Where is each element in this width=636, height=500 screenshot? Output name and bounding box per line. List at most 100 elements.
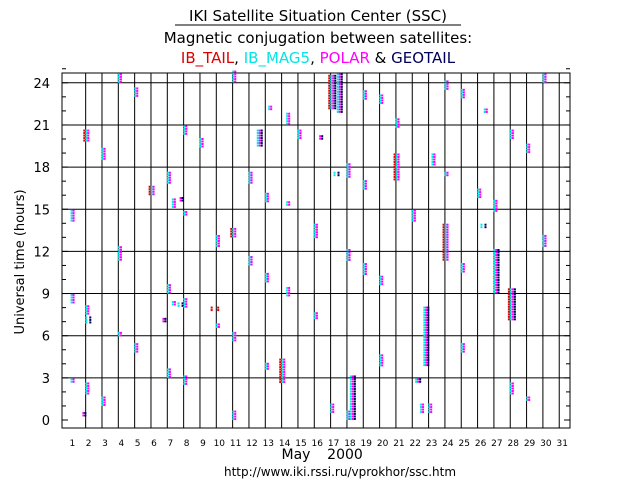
conjugation-event — [395, 118, 400, 128]
marker-mag — [349, 390, 352, 393]
marker-pol — [446, 233, 449, 236]
marker-mag — [483, 108, 486, 111]
marker-tail — [393, 165, 396, 168]
marker-geo — [321, 135, 324, 138]
marker-tail — [442, 246, 445, 249]
marker-pol — [364, 185, 367, 188]
marker-mag — [85, 129, 88, 132]
marker-pol — [446, 171, 449, 174]
marker-pol — [511, 315, 514, 318]
marker-pol — [103, 150, 106, 153]
marker-pol — [168, 289, 171, 292]
marker-mag — [313, 317, 316, 320]
marker-pol — [87, 392, 90, 395]
marker-pol — [299, 134, 302, 137]
marker-geo — [513, 290, 516, 293]
marker-pol — [351, 390, 354, 393]
x-tick-label: 22 — [410, 439, 421, 449]
marker-pol — [72, 214, 75, 217]
marker-mag — [493, 281, 496, 284]
conjugation-event — [101, 396, 106, 407]
marker-pol — [338, 100, 341, 103]
marker-tail — [507, 310, 510, 313]
marker-geo — [484, 226, 487, 229]
marker-tail — [507, 293, 510, 296]
marker-geo — [340, 75, 343, 78]
marker-mag — [232, 410, 235, 413]
marker-pol — [495, 286, 498, 289]
conjugation-event — [85, 382, 90, 395]
marker-pol — [511, 134, 514, 137]
marker-pol — [511, 308, 514, 311]
marker-mag — [444, 226, 447, 229]
marker-pol — [332, 82, 335, 85]
marker-pol — [217, 323, 220, 326]
marker-mag — [70, 298, 73, 301]
marker-geo — [427, 324, 430, 327]
marker-pol — [217, 237, 220, 240]
marker-pol — [495, 261, 498, 264]
marker-pol — [315, 312, 318, 315]
marker-pol — [173, 300, 176, 303]
marker-pol — [283, 376, 286, 379]
marker-mag — [150, 185, 153, 188]
marker-pol — [168, 375, 171, 378]
marker-geo — [334, 82, 337, 85]
marker-tail — [328, 99, 331, 102]
marker-pol — [511, 288, 514, 291]
conjugation-event — [362, 90, 367, 100]
marker-mag — [313, 226, 316, 229]
marker-pol — [332, 77, 335, 80]
marker-mag — [232, 232, 235, 235]
marker-mag — [349, 375, 352, 378]
marker-geo — [334, 87, 337, 90]
marker-pol — [511, 310, 514, 313]
marker-pol — [511, 132, 514, 135]
marker-mag — [183, 130, 186, 133]
marker-pol — [397, 158, 400, 161]
marker-pol — [87, 310, 90, 313]
marker-tail — [507, 295, 510, 298]
marker-pol — [495, 256, 498, 259]
marker-mag — [362, 95, 365, 98]
marker-pol — [103, 155, 106, 158]
conjugation-event — [420, 403, 425, 414]
marker-geo — [337, 174, 340, 177]
conjugation-event — [507, 288, 516, 321]
marker-pol — [338, 90, 341, 93]
marker-pol — [433, 153, 436, 156]
y-tick-label: 21 — [33, 119, 50, 134]
marker-mag — [232, 75, 235, 78]
marker-pol — [266, 277, 269, 280]
marker-geo — [427, 344, 430, 347]
marker-geo — [353, 385, 356, 388]
marker-mag — [493, 268, 496, 271]
marker-pol — [351, 377, 354, 380]
marker-pol — [351, 380, 354, 383]
marker-pol — [283, 371, 286, 374]
conjugation-event — [313, 312, 318, 320]
marker-geo — [427, 321, 430, 324]
marker-pol — [348, 168, 351, 171]
marker-mag — [330, 403, 333, 406]
marker-mag — [256, 139, 259, 142]
conjugation-event — [83, 129, 90, 142]
marker-pol — [462, 343, 465, 346]
marker-tail — [279, 363, 282, 366]
marker-mag — [349, 400, 352, 403]
marker-pol — [511, 303, 514, 306]
marker-mag — [509, 137, 512, 140]
marker-pol — [338, 88, 341, 91]
marker-pol — [168, 171, 171, 174]
marker-pol — [433, 163, 436, 166]
x-tick-label: 8 — [184, 439, 190, 449]
marker-mag — [336, 93, 339, 96]
marker-mag — [423, 326, 426, 329]
marker-pol — [425, 351, 428, 354]
marker-mag — [349, 395, 352, 398]
marker-pol — [266, 195, 269, 198]
marker-tail — [442, 258, 445, 261]
marker-pol — [511, 295, 514, 298]
marker-pol — [348, 170, 351, 173]
marker-pol — [250, 258, 253, 261]
